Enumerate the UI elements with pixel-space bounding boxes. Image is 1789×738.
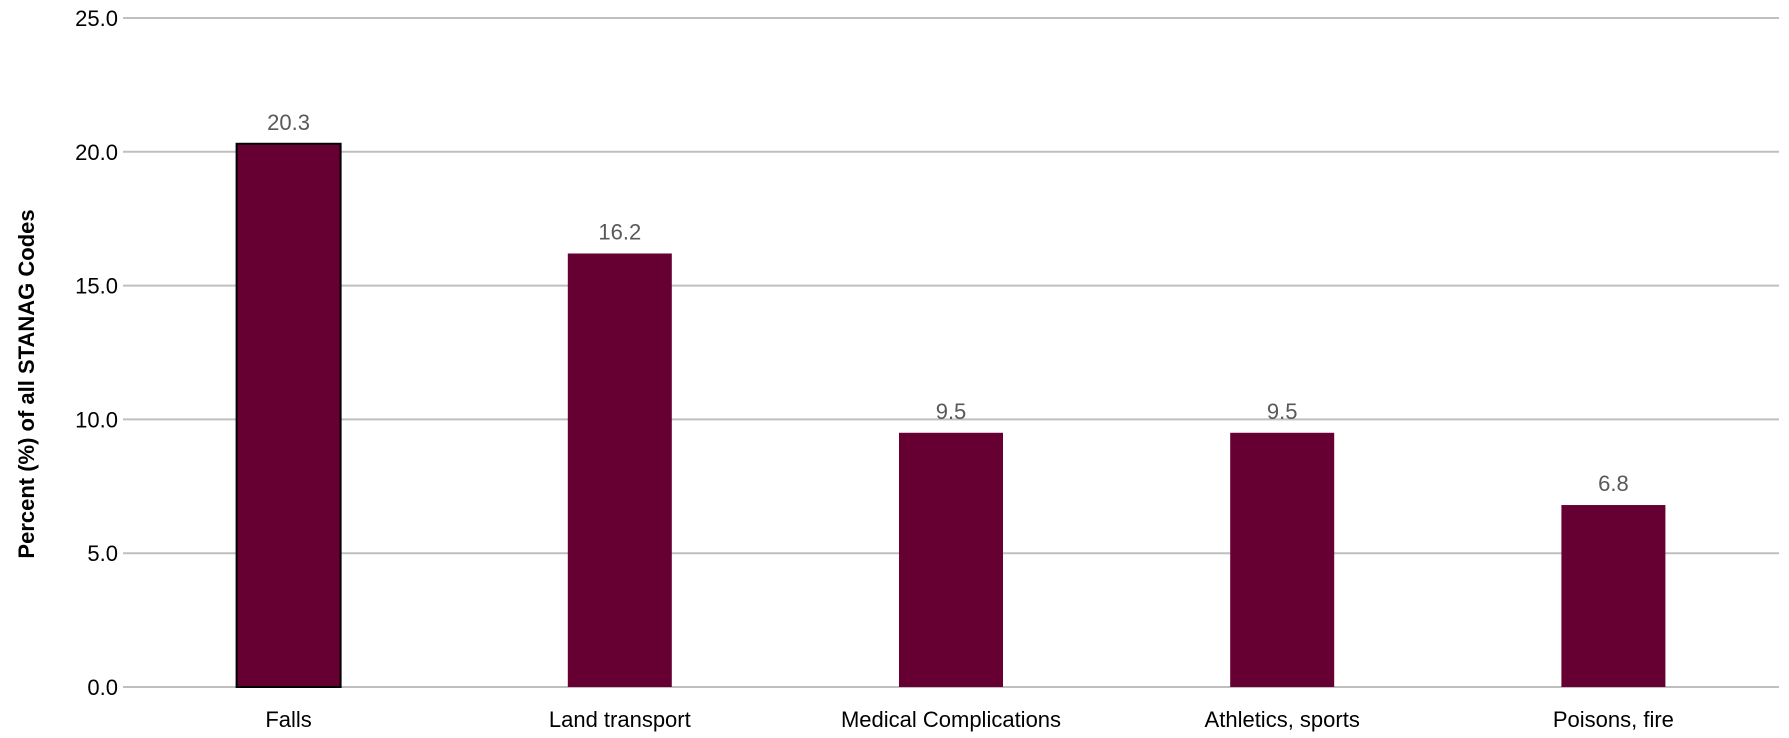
category-label: Land transport: [549, 707, 691, 732]
y-tick-label: 0.0: [87, 675, 118, 700]
category-label: Medical Complications: [841, 707, 1061, 732]
y-tick-label: 25.0: [75, 6, 118, 31]
bars: [235, 142, 1666, 689]
y-tick-label: 10.0: [75, 407, 118, 432]
gridlines: [123, 17, 1779, 688]
bar: [899, 432, 1003, 687]
bar: [1561, 505, 1666, 687]
bar: [567, 253, 672, 687]
y-tick-label: 5.0: [87, 541, 118, 566]
data-label: 6.8: [1598, 471, 1629, 496]
data-label: 9.5: [1267, 399, 1298, 424]
category-label: Falls: [265, 707, 311, 732]
data-label: 9.5: [936, 399, 967, 424]
y-axis-ticks: 0.0 5.0 10.0 15.0 20.0 25.0: [75, 6, 118, 700]
category-label: Athletics, sports: [1205, 707, 1360, 732]
data-labels: 20.3 16.2 9.5 9.5 6.8: [267, 110, 1629, 496]
y-axis-title: Percent (%) of all STANAG Codes: [14, 209, 39, 558]
y-tick-label: 20.0: [75, 140, 118, 165]
x-axis-categories: Falls Land transport Medical Complications…: [265, 707, 1674, 732]
y-tick-label: 15.0: [75, 274, 118, 299]
category-label: Poisons, fire: [1553, 707, 1674, 732]
data-label: 20.3: [267, 110, 310, 135]
bar: [1230, 432, 1335, 687]
data-label: 16.2: [598, 219, 641, 244]
bar: [235, 142, 342, 689]
